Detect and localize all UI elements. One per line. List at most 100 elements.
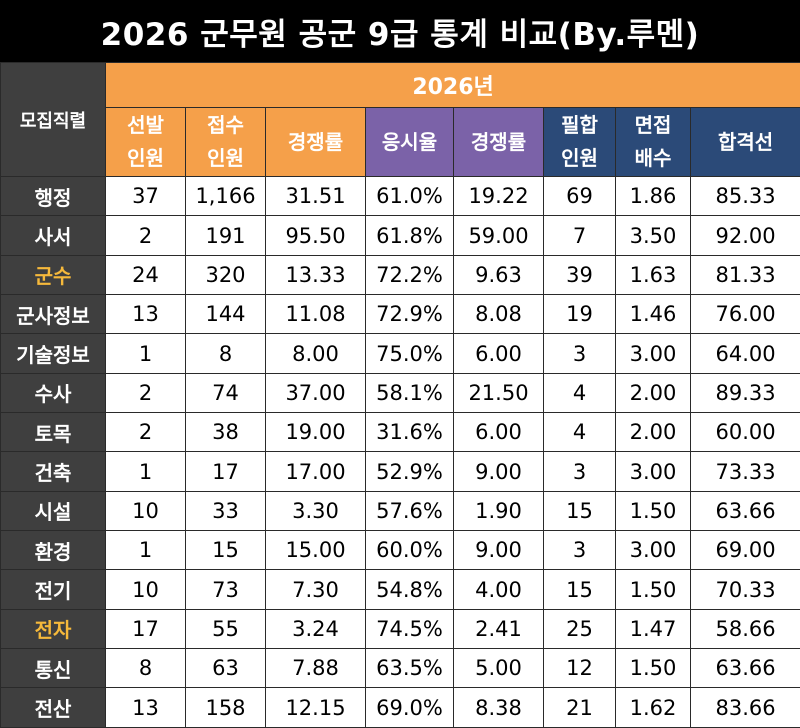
table-cell: 1.46: [615, 294, 691, 335]
table-cell: 37.00: [265, 372, 366, 414]
table-cell: 17.00: [265, 451, 366, 492]
table-cell: 74.5%: [365, 608, 454, 650]
column-header-line1: 경쟁률: [287, 129, 344, 154]
table-cell: 3.24: [265, 608, 366, 650]
table-cell: 1,166: [185, 175, 266, 217]
table-row: 전자 17 55 3.24 74.5% 2.41 25 1.47 58.66: [0, 608, 800, 650]
column-header: 면접 배수: [615, 107, 691, 177]
table-cell: 15: [543, 569, 616, 610]
table-cell: 12.15: [265, 687, 366, 728]
table-cell: 60.00: [689, 412, 800, 453]
row-label: 통신: [0, 648, 106, 689]
table-row: 행정 37 1,166 31.51 61.0% 19.22 69 1.86 85.33: [0, 175, 800, 217]
table-cell: 7.88: [265, 648, 366, 689]
table-cell: 21.50: [453, 372, 544, 414]
table-cell: 72.2%: [365, 254, 454, 296]
table-cell: 85.33: [689, 175, 800, 217]
table-cell: 4: [543, 372, 616, 414]
table-cell: 38: [185, 412, 266, 453]
table-cell: 21: [543, 687, 616, 728]
column-header-line2: 인원: [561, 146, 598, 170]
table-cell: 63: [185, 648, 266, 689]
table-cell: 15: [543, 490, 616, 532]
table-cell: 39: [543, 254, 616, 296]
table-cell: 95.50: [265, 215, 366, 256]
row-label: 전자: [0, 608, 106, 650]
row-label: 건축: [0, 451, 106, 492]
table-cell: 31.6%: [365, 412, 454, 453]
table-cell: 3.00: [615, 333, 691, 374]
table-cell: 7.30: [265, 569, 366, 610]
table-cell: 25: [543, 608, 616, 650]
table-row: 군수 24 320 13.33 72.2% 9.63 39 1.63 81.33: [0, 254, 800, 296]
table-cell: 2.00: [615, 412, 691, 453]
table-row: 건축 1 17 17.00 52.9% 9.00 3 3.00 73.33: [0, 451, 800, 492]
table-row: 기술정보 1 8 8.00 75.0% 6.00 3 3.00 64.00: [0, 333, 800, 374]
table-cell: 3: [543, 530, 616, 571]
table-cell: 3: [543, 451, 616, 492]
table-cell: 72.9%: [365, 294, 454, 335]
table-cell: 83.66: [689, 687, 800, 728]
table-cell: 1.50: [615, 569, 691, 610]
table-cell: 89.33: [689, 372, 800, 414]
row-label: 군사정보: [0, 294, 106, 335]
table-cell: 1.50: [615, 490, 691, 532]
table-cell: 2.00: [615, 372, 691, 414]
table-cell: 9.00: [453, 451, 544, 492]
table-cell: 69: [543, 175, 616, 217]
table-cell: 52.9%: [365, 451, 454, 492]
column-header-line2: 인원: [127, 146, 164, 170]
table-cell: 15.00: [265, 530, 366, 571]
column-header-line1: 면접: [634, 113, 672, 137]
stats-table: 모집직렬 2026년 선발 인원 접수 인원 경쟁률 응시율 경쟁률 필합 인원 면접 배수 합격선 …: [0, 62, 800, 728]
table-cell: 5.00: [453, 648, 544, 689]
table-row: 수사 2 74 37.00 58.1% 21.50 4 2.00 89.33: [0, 372, 800, 414]
column-header-line2: 인원: [207, 146, 244, 170]
table-cell: 9.63: [453, 254, 544, 296]
table-cell: 63.5%: [365, 648, 454, 689]
table-cell: 19: [543, 294, 616, 335]
row-label: 전기: [0, 569, 106, 610]
table-cell: 1: [105, 451, 186, 492]
table-row: 군사정보 13 144 11.08 72.9% 8.08 19 1.46 76.00: [0, 294, 800, 335]
table-cell: 8.08: [453, 294, 544, 335]
table-cell: 17: [105, 608, 186, 650]
table-cell: 10: [105, 569, 186, 610]
column-header-line1: 접수: [207, 113, 244, 137]
table-cell: 2: [105, 215, 186, 256]
table-cell: 61.8%: [365, 215, 454, 256]
table-cell: 63.66: [689, 648, 800, 689]
table-cell: 3.00: [615, 451, 691, 492]
table-cell: 4: [543, 412, 616, 453]
table-cell: 31.51: [265, 175, 366, 217]
column-header-line1: 합격선: [717, 129, 774, 154]
row-label: 시설: [0, 490, 106, 532]
table-cell: 3: [543, 333, 616, 374]
table-cell: 63.66: [689, 490, 800, 532]
table-cell: 158: [185, 687, 266, 728]
row-label: 군수: [0, 254, 106, 296]
table-cell: 61.0%: [365, 175, 454, 217]
table-cell: 6.00: [453, 412, 544, 453]
row-label: 토목: [0, 412, 106, 453]
table-cell: 9.00: [453, 530, 544, 571]
table-cell: 70.33: [689, 569, 800, 610]
table-cell: 60.0%: [365, 530, 454, 571]
table-cell: 59.00: [453, 215, 544, 256]
table-cell: 73.33: [689, 451, 800, 492]
page-title: 2026 군무원 공군 9급 통계 비교(By.루멘): [0, 0, 800, 62]
table-cell: 8.38: [453, 687, 544, 728]
table-cell: 3.30: [265, 490, 366, 532]
table-cell: 191: [185, 215, 266, 256]
table-cell: 144: [185, 294, 266, 335]
table-row: 전기 10 73 7.30 54.8% 4.00 15 1.50 70.33: [0, 569, 800, 610]
table-row: 토목 2 38 19.00 31.6% 6.00 4 2.00 60.00: [0, 412, 800, 453]
table-cell: 55: [185, 608, 266, 650]
column-header: 합격선: [689, 107, 800, 177]
corner-label: 모집직렬: [0, 62, 106, 177]
column-header-line1: 응시율: [381, 129, 438, 154]
table-cell: 76.00: [689, 294, 800, 335]
row-label: 사서: [0, 215, 106, 256]
column-header: 응시율: [365, 107, 454, 177]
table-cell: 15: [185, 530, 266, 571]
